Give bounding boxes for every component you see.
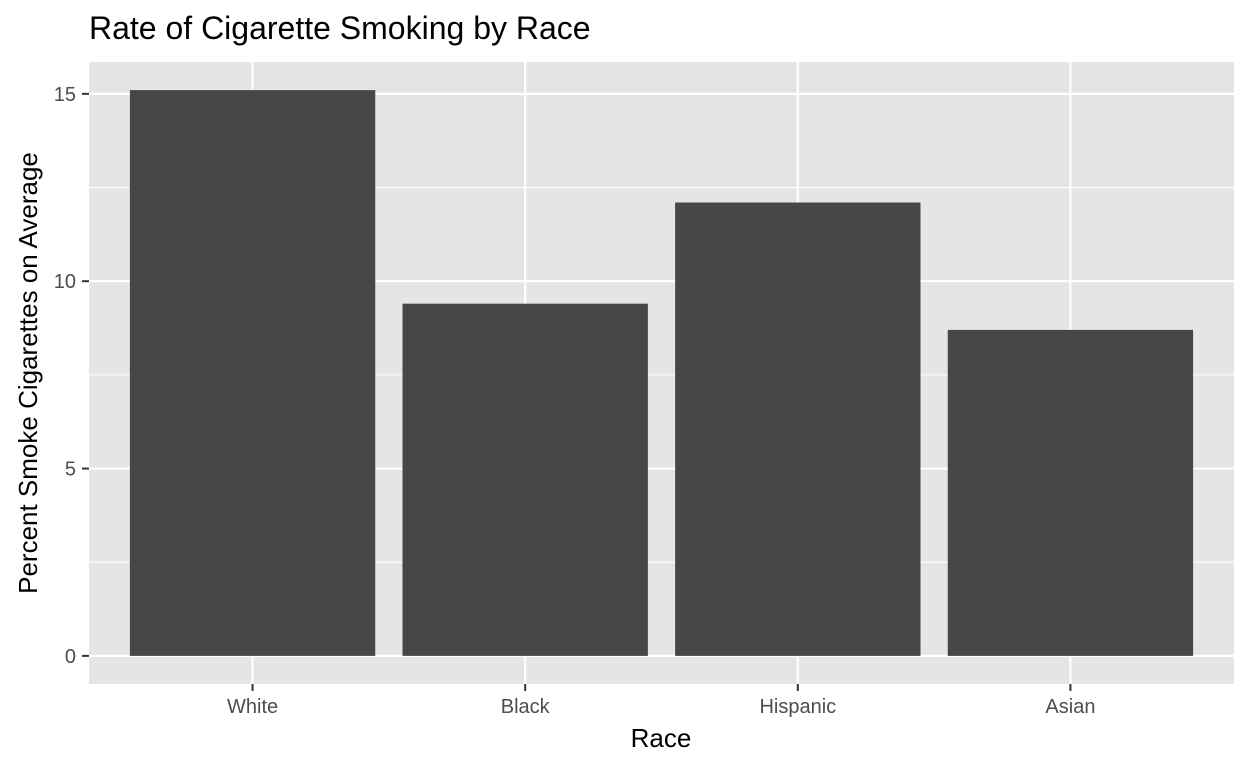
x-axis-title: Race: [631, 723, 692, 753]
y-tick-label: 10: [54, 271, 76, 293]
y-tick-label: 0: [65, 646, 76, 668]
bar-white: [129, 90, 376, 656]
x-axis: White Black Hispanic Asian: [227, 684, 1095, 718]
bar-black: [402, 303, 648, 656]
chart-title: Rate of Cigarette Smoking by Race: [89, 10, 591, 46]
x-tick-label: Asian: [1045, 696, 1095, 718]
x-tick-label: White: [227, 696, 278, 718]
y-axis-title: Percent Smoke Cigarettes on Average: [13, 152, 43, 594]
y-tick-label: 5: [65, 459, 76, 481]
bars: [129, 90, 1194, 656]
y-tick-label: 15: [54, 84, 76, 106]
bar-hispanic: [675, 202, 921, 656]
bar-asian: [947, 329, 1194, 656]
x-tick-label: Black: [501, 696, 551, 718]
x-tick-label: Hispanic: [759, 696, 836, 718]
y-axis: 0 5 10 15: [54, 84, 89, 668]
